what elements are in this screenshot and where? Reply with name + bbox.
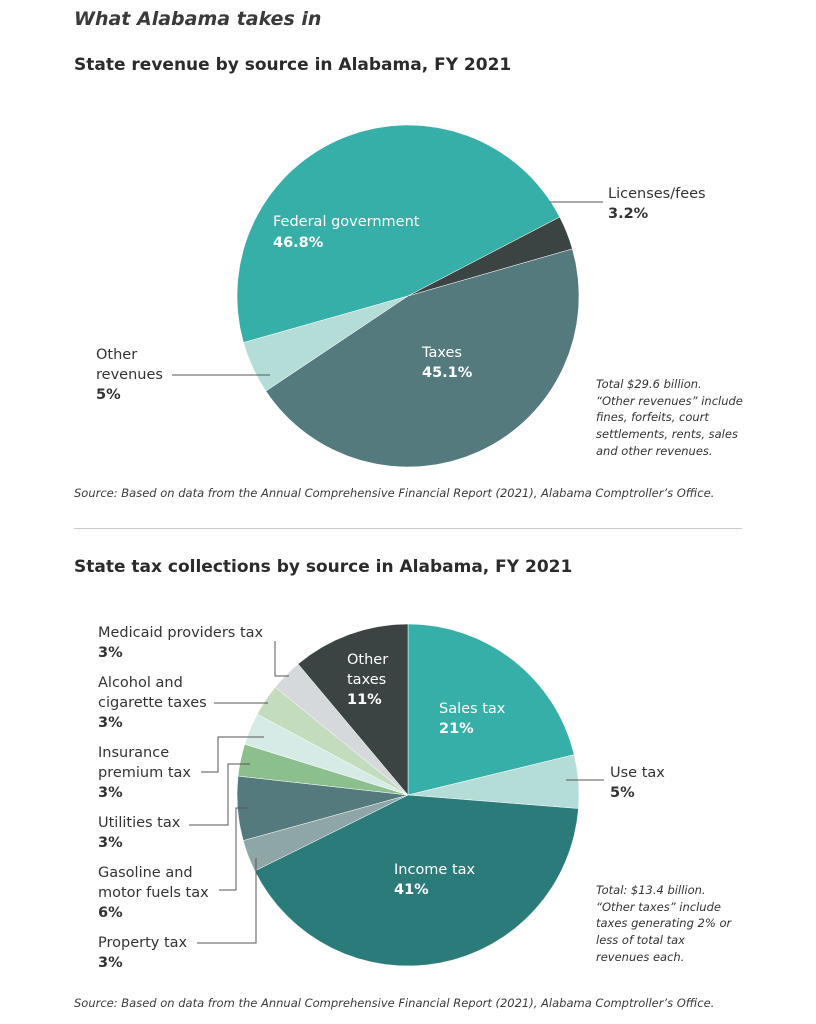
slice-label-insurance-premium-tax: Insurance (98, 745, 169, 761)
slice-label-alcohol-cigarette-taxes: Alcohol and (98, 675, 183, 691)
revenue-note-line: settlements, rents, sales (596, 427, 738, 442)
slice-label-gasoline-motor-fuels-tax: Gasoline and (98, 865, 193, 881)
revenue-note: Total $29.6 billion. “Other revenues” in… (596, 376, 743, 459)
slice-label-medicaid-providers-tax: Medicaid providers tax (98, 625, 264, 641)
slice-pct-sales-tax: 21% (439, 721, 474, 737)
leader-insurance-premium-tax (201, 736, 264, 773)
tax-note-line: “Other taxes” include (596, 899, 721, 914)
slice-label-property-tax: Property tax (98, 935, 188, 951)
slice-label-sales-tax: Sales tax (439, 701, 506, 717)
tax-note-line: Total: $13.4 billion. (596, 883, 706, 897)
revenue-note-line: fines, forfeits, court (596, 410, 709, 425)
tax-note-line: revenues each. (596, 949, 685, 964)
slice-pct-insurance-premium-tax: 3% (98, 785, 123, 801)
pie-slice-income-tax (254, 794, 579, 967)
tax-note-line: taxes generating 2% or (596, 916, 732, 931)
section-divider (74, 528, 742, 529)
slice-label-taxes: Taxes (421, 345, 462, 361)
slice-label-other-revenues: Other (96, 347, 137, 363)
tax-pie (236, 623, 580, 967)
revenue-note-line: Total $29.6 billion. (596, 377, 702, 391)
slice-label-utilities-tax: Utilities tax (98, 815, 181, 831)
tax-chart-title: State tax collections by source in Alaba… (74, 557, 573, 577)
revenue-chart-title: State revenue by source in Alabama, FY 2… (74, 55, 512, 75)
pie-slice-other-taxes (297, 623, 409, 796)
slice-pct-utilities-tax: 3% (98, 835, 123, 851)
revenue-pie (236, 124, 580, 468)
slice-pct-licenses-fees: 3.2% (608, 206, 649, 222)
slice-label-other-taxes-line2: taxes (347, 672, 386, 688)
slice-label-other-revenues-line2: revenues (96, 367, 163, 383)
pie-slice-federal-government (236, 124, 561, 343)
tax-source: Source: Based on data from the Annual Co… (74, 996, 715, 1010)
slice-label-other-taxes: Other (347, 652, 388, 668)
leader-property-tax (197, 858, 257, 944)
page-heading: What Alabama takes in (74, 8, 322, 30)
pie-slice-other-revenues (243, 295, 409, 392)
slice-label-insurance-premium-tax-line2: premium tax (98, 765, 191, 781)
slice-pct-income-tax: 41% (394, 882, 429, 898)
slice-pct-alcohol-cigarette-taxes: 3% (98, 715, 123, 731)
revenue-note-line: “Other revenues” include (596, 393, 743, 408)
leader-medicaid-providers-tax (274, 641, 289, 677)
slice-pct-federal-government: 46.8% (273, 235, 324, 251)
slice-label-income-tax: Income tax (394, 862, 476, 878)
slice-pct-use-tax: 5% (610, 785, 635, 801)
revenue-note-line: and other revenues. (596, 443, 713, 458)
tax-note-line: less of total tax (596, 933, 685, 948)
slice-label-use-tax: Use tax (610, 765, 665, 781)
slice-pct-other-revenues: 5% (96, 387, 121, 403)
slice-pct-gasoline-motor-fuels-tax: 6% (98, 905, 123, 921)
slice-pct-medicaid-providers-tax: 3% (98, 645, 123, 661)
slice-label-gasoline-motor-fuels-tax-line2: motor fuels tax (98, 885, 209, 901)
slice-label-alcohol-cigarette-taxes-line2: cigarette taxes (98, 695, 207, 711)
slice-pct-property-tax: 3% (98, 955, 123, 971)
pie-slice-sales-tax (407, 623, 575, 796)
tax-note: Total: $13.4 billion. “Other taxes” incl… (596, 882, 731, 965)
slice-pct-taxes: 45.1% (422, 365, 473, 381)
revenue-source: Source: Based on data from the Annual Co… (74, 486, 715, 500)
slice-pct-other-taxes: 11% (347, 692, 382, 708)
slice-label-federal-government: Federal government (273, 214, 420, 230)
slice-label-licenses-fees: Licenses/fees (608, 186, 706, 202)
pie-slice-taxes (265, 248, 580, 468)
leader-utilities-tax (189, 763, 250, 826)
leader-gasoline-motor-fuels-tax (219, 807, 248, 891)
